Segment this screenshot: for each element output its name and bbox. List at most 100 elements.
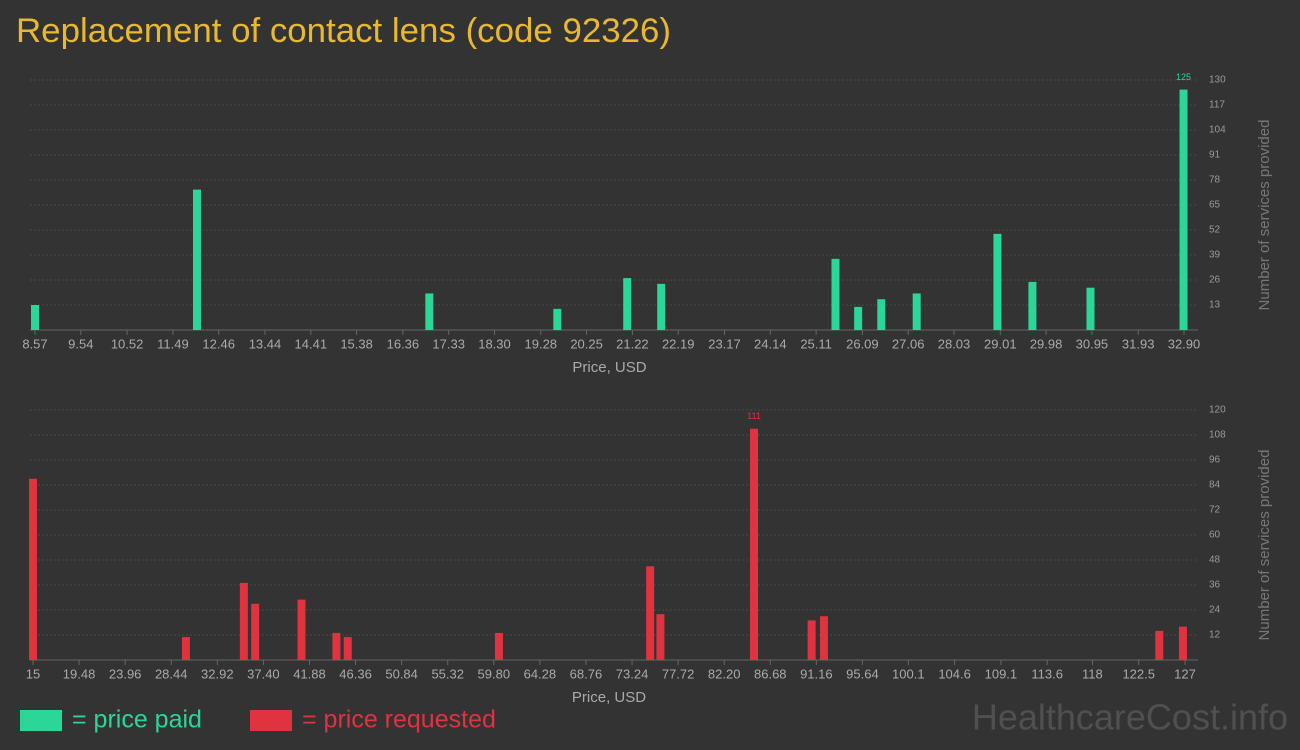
bar [993,233,1002,330]
y-tick-label: 48 [1209,555,1221,566]
x-tick-label: 8.57 [22,336,47,351]
bar [251,603,260,660]
x-tick-label: 31.93 [1122,336,1155,351]
x-tick-label: 64.28 [524,666,557,681]
x-tick-label: 122.5 [1122,666,1155,681]
x-tick-label: 24.14 [754,336,787,351]
legend-label: = price paid [72,706,202,734]
bar [750,428,759,660]
value-label: 125 [1176,72,1191,82]
x-tick-label: 15.38 [340,336,373,351]
x-tick-label: 15 [26,666,40,681]
bar [1028,281,1037,330]
bar [1178,626,1187,660]
y-axis-title: Number of services provided [1256,120,1273,311]
bar [31,305,39,330]
y-tick-label: 104 [1209,125,1226,136]
legend-swatch [250,710,292,731]
x-tick-label: 19.48 [63,666,96,681]
y-tick-label: 117 [1209,100,1225,111]
bar [181,637,190,660]
bar [1155,630,1164,660]
x-tick-label: 27.06 [892,336,925,351]
x-tick-label: 68.76 [570,666,603,681]
y-tick-label: 120 [1209,405,1226,416]
x-tick-label: 77.72 [662,666,695,681]
y-tick-label: 91 [1209,150,1221,161]
x-tick-label: 26.09 [846,336,879,351]
x-tick-label: 95.64 [846,666,879,681]
y-tick-label: 52 [1209,225,1221,236]
x-tick-label: 25.11 [800,336,832,351]
y-tick-label: 96 [1209,455,1221,466]
x-tick-label: 50.84 [385,666,418,681]
value-label: 111 [747,411,761,421]
x-tick-label: 29.01 [984,336,1017,351]
bar [297,599,306,660]
x-tick-label: 20.25 [570,336,603,351]
bar [656,614,665,660]
x-tick-label: 104.6 [938,666,971,681]
bar [854,306,863,330]
x-tick-label: 100.1 [892,666,925,681]
y-tick-label: 13 [1209,300,1221,311]
x-tick-label: 113.6 [1031,666,1063,681]
x-tick-label: 22.19 [662,336,695,351]
x-tick-label: 19.28 [525,336,558,351]
x-tick-label: 9.54 [68,336,93,351]
x-tick-label: 109.1 [985,666,1018,681]
x-tick-label: 11.49 [157,336,189,351]
x-tick-label: 10.52 [111,336,144,351]
bar [912,293,921,330]
x-tick-label: 28.44 [155,666,188,681]
x-tick-label: 91.16 [800,666,833,681]
bar [831,258,840,330]
x-tick-label: 59.80 [478,666,511,681]
y-tick-label: 78 [1209,175,1221,186]
x-tick-label: 29.98 [1030,336,1063,351]
x-tick-label: 55.32 [431,666,464,681]
bar [494,632,503,660]
x-tick-label: 73.24 [616,666,649,681]
x-tick-label: 12.46 [202,336,235,351]
bar [877,299,886,330]
x-tick-label: 28.03 [938,336,971,351]
y-tick-label: 130 [1209,75,1226,86]
x-tick-label: 118 [1082,666,1103,681]
bar [646,566,655,660]
y-tick-label: 65 [1209,200,1221,211]
watermark: HealthcareCost.info [972,697,1288,738]
bar [425,293,434,330]
bar [807,620,816,660]
x-tick-label: 30.95 [1076,336,1109,351]
page-title: Replacement of contact lens (code 92326) [16,12,671,50]
x-tick-label: 23.17 [708,336,741,351]
x-tick-label: 23.96 [109,666,142,681]
x-tick-label: 41.88 [293,666,326,681]
bar [553,308,562,330]
x-axis-title: Price, USD [572,359,646,376]
x-tick-label: 127 [1174,666,1196,681]
y-tick-label: 36 [1209,580,1221,591]
y-tick-label: 108 [1209,430,1226,441]
bar [657,283,666,330]
y-axis-title: Number of services provided [1256,450,1273,641]
y-tick-label: 39 [1209,250,1221,261]
bar [623,278,632,330]
y-tick-label: 84 [1209,480,1221,491]
x-tick-label: 32.92 [201,666,234,681]
bar [1179,89,1188,330]
y-tick-label: 12 [1209,630,1221,641]
x-tick-label: 32.90 [1168,336,1201,351]
bar [29,478,37,660]
x-tick-label: 86.68 [754,666,787,681]
x-tick-label: 13.44 [249,336,282,351]
bar [819,616,828,660]
x-tick-label: 17.33 [432,336,465,351]
legend-swatch [20,710,62,731]
y-tick-label: 24 [1209,605,1221,616]
y-tick-label: 72 [1209,505,1221,516]
bar [332,632,341,660]
